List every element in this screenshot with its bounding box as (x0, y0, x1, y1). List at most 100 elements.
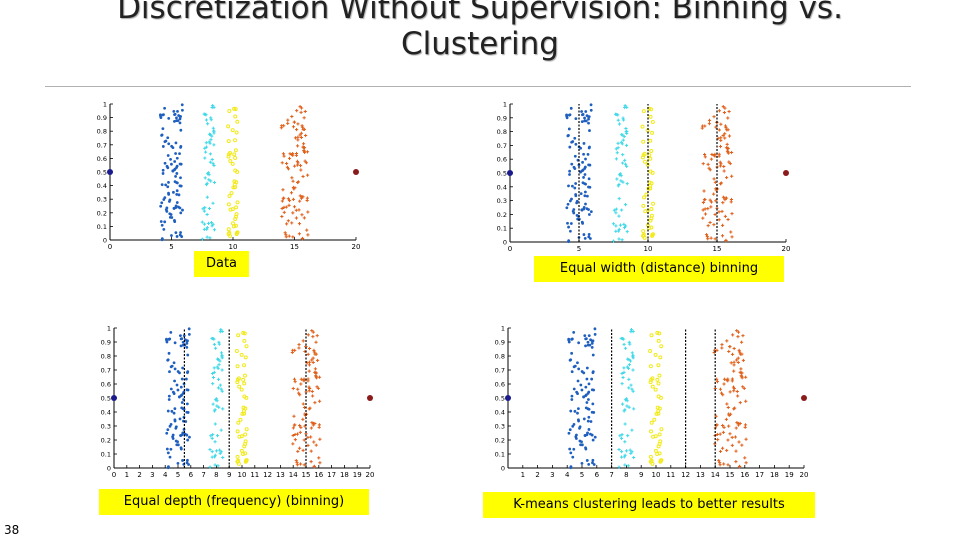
data-point (173, 379, 176, 383)
data-point (178, 395, 181, 399)
data-point (647, 153, 652, 158)
data-point (180, 433, 184, 437)
data-point (207, 132, 212, 136)
y-tick-label: 1 (501, 325, 505, 333)
data-point (208, 160, 212, 164)
data-point (233, 114, 238, 119)
data-point (702, 152, 707, 157)
data-point (735, 358, 739, 362)
data-point (229, 191, 234, 196)
data-point (718, 449, 723, 454)
x-tick-label: 3 (150, 471, 154, 479)
data-point (302, 145, 306, 150)
data-point (227, 230, 232, 235)
data-point (723, 136, 727, 140)
outlier-point (783, 170, 789, 176)
caption-equal-depth: Equal depth (frequency) (binning) (99, 489, 369, 515)
data-point (179, 128, 183, 132)
data-point (625, 105, 629, 110)
data-point (587, 117, 590, 121)
data-point (170, 234, 173, 237)
data-point (654, 411, 659, 416)
data-point (290, 176, 294, 180)
data-point (220, 368, 224, 372)
data-point (243, 451, 248, 456)
data-point (174, 231, 178, 235)
data-point (623, 398, 628, 402)
data-point (187, 332, 191, 336)
data-point (649, 148, 654, 153)
data-point (184, 377, 188, 381)
data-point (160, 223, 164, 227)
data-point (311, 360, 315, 365)
data-point (730, 212, 734, 216)
data-point (627, 405, 631, 409)
data-point (721, 105, 725, 109)
data-point (298, 393, 302, 397)
data-point (620, 133, 624, 137)
data-point (627, 340, 631, 344)
data-point (628, 359, 633, 363)
data-point (625, 399, 629, 403)
data-point (206, 122, 210, 126)
data-point (726, 405, 730, 410)
data-point (739, 371, 743, 375)
data-point (619, 179, 623, 183)
data-point (318, 399, 322, 403)
data-point (209, 220, 214, 225)
data-point (310, 329, 314, 333)
data-point (617, 214, 621, 218)
y-tick-label: 0.6 (495, 381, 505, 389)
data-point (646, 186, 651, 191)
data-point (701, 208, 705, 212)
data-point (720, 209, 724, 214)
data-point (565, 116, 569, 120)
data-point (701, 162, 705, 166)
data-point (583, 334, 587, 337)
data-point (583, 194, 587, 198)
data-point (290, 114, 294, 119)
data-point (216, 464, 220, 468)
data-point (736, 423, 741, 427)
y-tick-label: 0.3 (497, 197, 507, 205)
data-point (173, 407, 177, 411)
data-point (185, 433, 189, 437)
data-point (614, 207, 618, 211)
data-point (291, 442, 295, 446)
data-point (570, 162, 574, 166)
data-point (173, 418, 177, 422)
data-point (235, 200, 240, 205)
data-point (211, 375, 216, 380)
data-point (165, 431, 169, 435)
data-point (315, 334, 319, 338)
data-point (573, 136, 577, 140)
data-point (649, 420, 654, 425)
data-point (623, 346, 628, 350)
data-point (581, 113, 584, 117)
data-point (244, 427, 249, 432)
y-tick-label: 0.6 (497, 156, 507, 164)
data-point (726, 438, 730, 442)
data-point (658, 355, 663, 360)
data-point (579, 192, 583, 196)
data-point (648, 186, 653, 191)
data-point (737, 348, 741, 352)
page-number: 38 (4, 523, 20, 537)
data-point (590, 410, 594, 414)
y-tick-label: 1 (103, 101, 107, 109)
data-point (291, 211, 295, 215)
data-point (218, 383, 222, 387)
data-point (649, 225, 654, 230)
data-point (728, 345, 732, 349)
data-point (316, 386, 320, 391)
data-point (296, 122, 300, 126)
data-point (163, 140, 167, 144)
data-point (299, 168, 303, 172)
data-point (305, 150, 310, 154)
data-point (579, 383, 583, 387)
data-point (584, 447, 588, 451)
data-point (296, 449, 300, 454)
data-point (734, 449, 738, 453)
data-point (173, 367, 177, 371)
data-point (726, 463, 730, 467)
